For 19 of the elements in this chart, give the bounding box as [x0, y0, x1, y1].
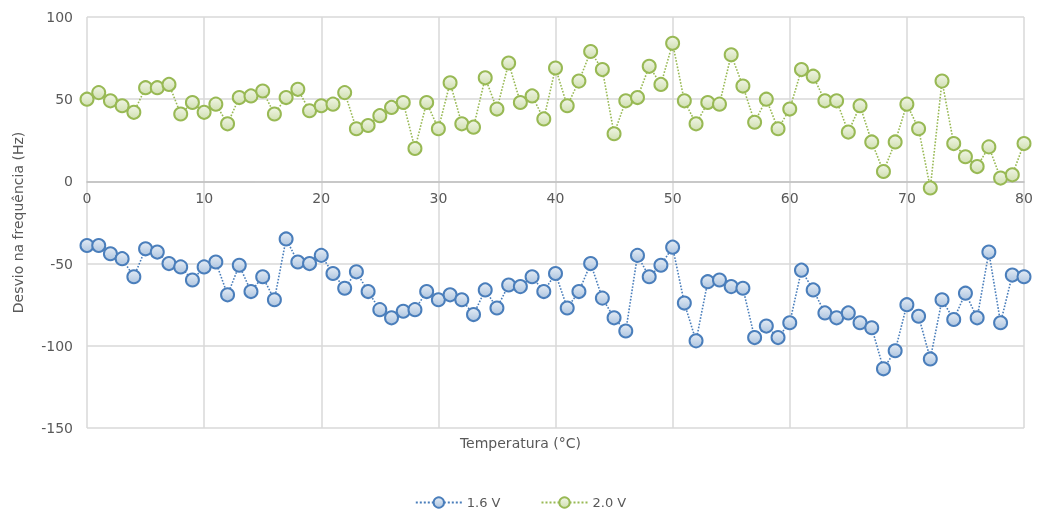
- y-tick-label: 0: [64, 173, 73, 190]
- y-tick-label: 100: [46, 9, 73, 25]
- x-tick-label: 10: [195, 190, 214, 207]
- y-tick-label: -50: [50, 255, 73, 272]
- y-tick-label: 50: [55, 91, 73, 108]
- x-tick-label: 30: [429, 190, 448, 207]
- x-tick-label: 20: [312, 190, 331, 207]
- x-tick-label: 60: [780, 190, 799, 207]
- x-tick-label: 70: [897, 190, 916, 207]
- x-tick-label: 50: [663, 190, 682, 207]
- x-tick-label: 80: [1015, 190, 1033, 207]
- legend-label: 1.6 V: [466, 495, 501, 510]
- y-tick-label: -150: [41, 420, 73, 436]
- legend-label: 2.0 V: [592, 495, 627, 510]
- x-tick-label: 40: [546, 190, 565, 207]
- y-axis-title: Desvio na frequência (Hz): [10, 131, 26, 314]
- x-tick-label: 0: [82, 190, 92, 207]
- x-axis-title: Temperatura (°C): [458, 435, 582, 451]
- y-tick-label: -100: [41, 337, 73, 354]
